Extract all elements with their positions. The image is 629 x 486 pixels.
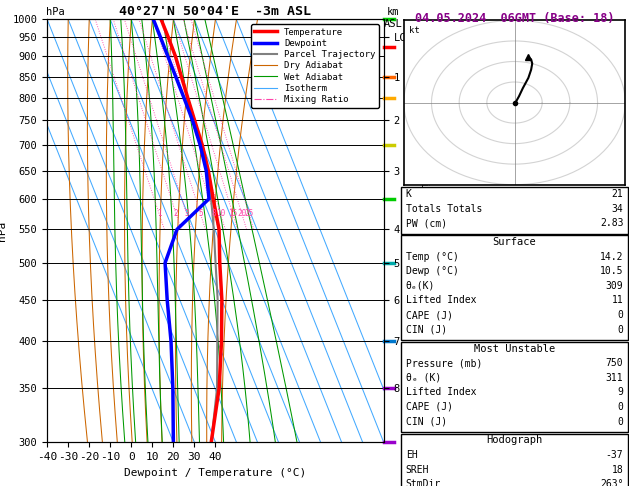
Text: 25: 25 (245, 209, 253, 218)
Text: © weatheronline.co.uk: © weatheronline.co.uk (458, 473, 571, 482)
Legend: Temperature, Dewpoint, Parcel Trajectory, Dry Adiabat, Wet Adiabat, Isotherm, Mi: Temperature, Dewpoint, Parcel Trajectory… (251, 24, 379, 108)
Y-axis label: Mixing Ratio (g/kg): Mixing Ratio (g/kg) (419, 175, 429, 287)
Text: 2: 2 (174, 209, 179, 218)
Text: 1: 1 (157, 209, 162, 218)
Text: Temp (°C): Temp (°C) (406, 252, 459, 262)
Text: 3: 3 (184, 209, 189, 218)
Text: 309: 309 (606, 281, 623, 291)
Text: 5: 5 (198, 209, 203, 218)
Text: 04.05.2024  06GMT (Base: 18): 04.05.2024 06GMT (Base: 18) (415, 12, 615, 25)
Text: 0: 0 (618, 402, 623, 412)
Text: 9: 9 (618, 387, 623, 398)
X-axis label: Dewpoint / Temperature (°C): Dewpoint / Temperature (°C) (125, 468, 306, 478)
Text: 2.83: 2.83 (600, 218, 623, 228)
Text: CAPE (J): CAPE (J) (406, 310, 453, 320)
Text: 263°: 263° (600, 479, 623, 486)
Text: Pressure (mb): Pressure (mb) (406, 358, 482, 368)
Text: SREH: SREH (406, 465, 429, 475)
Y-axis label: hPa: hPa (0, 221, 7, 241)
Text: 21: 21 (611, 189, 623, 199)
Text: CIN (J): CIN (J) (406, 417, 447, 427)
Text: Most Unstable: Most Unstable (474, 344, 555, 354)
Text: hPa: hPa (46, 7, 65, 17)
Text: Lifted Index: Lifted Index (406, 295, 476, 306)
Text: Totals Totals: Totals Totals (406, 204, 482, 214)
Text: 750: 750 (606, 358, 623, 368)
Text: K: K (406, 189, 411, 199)
Text: km: km (387, 7, 399, 17)
Text: CIN (J): CIN (J) (406, 325, 447, 335)
Text: 14.2: 14.2 (600, 252, 623, 262)
Text: ASL: ASL (384, 19, 403, 29)
Text: StmDir: StmDir (406, 479, 441, 486)
Text: 10.5: 10.5 (600, 266, 623, 277)
Text: 0: 0 (618, 325, 623, 335)
Text: Lifted Index: Lifted Index (406, 387, 476, 398)
Text: Dewp (°C): Dewp (°C) (406, 266, 459, 277)
Text: 8: 8 (211, 209, 216, 218)
Text: 18: 18 (611, 465, 623, 475)
Text: 0: 0 (618, 417, 623, 427)
Title: 40°27'N 50°04'E  -3m ASL: 40°27'N 50°04'E -3m ASL (120, 5, 311, 18)
Text: Surface: Surface (493, 237, 537, 247)
Text: 34: 34 (611, 204, 623, 214)
Text: 311: 311 (606, 373, 623, 383)
Text: 0: 0 (618, 310, 623, 320)
Text: EH: EH (406, 450, 418, 460)
Text: θₑ(K): θₑ(K) (406, 281, 435, 291)
Text: 11: 11 (611, 295, 623, 306)
Text: θₑ (K): θₑ (K) (406, 373, 441, 383)
Text: PW (cm): PW (cm) (406, 218, 447, 228)
Text: 10: 10 (216, 209, 225, 218)
Text: CAPE (J): CAPE (J) (406, 402, 453, 412)
Text: 20: 20 (237, 209, 247, 218)
Text: -37: -37 (606, 450, 623, 460)
Text: 15: 15 (228, 209, 237, 218)
Text: kt: kt (409, 26, 420, 35)
Text: Hodograph: Hodograph (486, 435, 543, 446)
